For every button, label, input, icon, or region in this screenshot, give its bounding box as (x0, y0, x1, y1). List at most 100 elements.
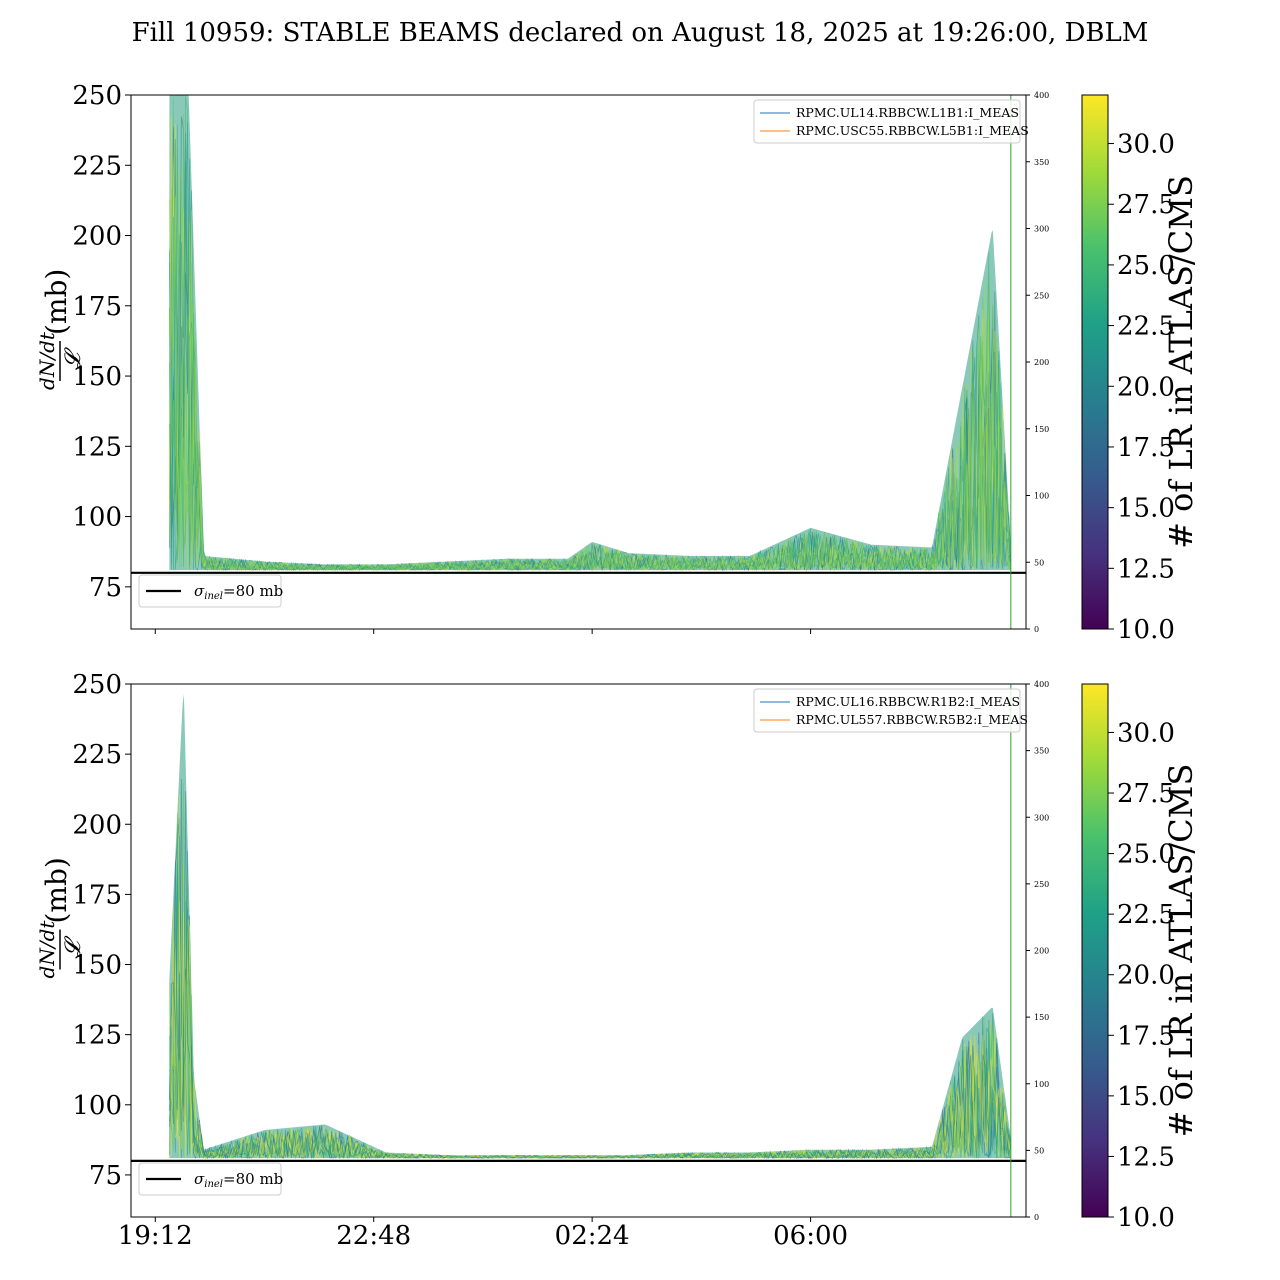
data-trace (169, 98, 1012, 572)
right-ytick-label: 0 (1034, 1213, 1039, 1222)
ytick-label: 200 (72, 810, 122, 840)
ytick-label: 150 (72, 951, 122, 981)
ytick-label: 175 (72, 292, 122, 322)
data-trace (169, 783, 1012, 1160)
colorbar-tick-label: 20.0 (1117, 961, 1175, 991)
data-trace (169, 122, 1012, 572)
data-envelope (169, 694, 1011, 1159)
xtick-label: 22:48 (336, 1221, 411, 1251)
colorbar-tick-label: 10.0 (1117, 1203, 1175, 1233)
data-trace (169, 901, 1012, 1160)
ytick-label: 75 (89, 573, 122, 603)
data-trace (169, 222, 1012, 572)
data-trace (169, 817, 1011, 1159)
colorbar-tick-label: 25.0 (1117, 840, 1175, 870)
ytick-label: 250 (72, 670, 122, 700)
figure-title: Fill 10959: STABLE BEAMS declared on Aug… (131, 18, 1149, 48)
colorbar-tick-label: 10.0 (1117, 615, 1175, 645)
colorbar-tick-label: 17.5 (1117, 1021, 1175, 1051)
data-trace (169, 862, 1012, 1160)
right-ytick-label: 200 (1034, 947, 1049, 956)
data-trace (169, 851, 1012, 1160)
sigma-legend-box (138, 1162, 282, 1196)
sigma-legend-label: σinel=80 mb (194, 582, 283, 602)
ytick-label: 225 (72, 151, 122, 181)
data-trace (169, 344, 1012, 572)
colorbar-tick-label: 12.5 (1117, 554, 1175, 584)
plot-area (169, 95, 1012, 572)
ylabel-denominator: 𝓛 (61, 936, 86, 958)
data-trace (169, 158, 1012, 572)
right-ytick-label: 50 (1034, 558, 1044, 567)
data-trace (169, 116, 1012, 572)
colorbar-tick-label: 20.0 (1117, 372, 1175, 402)
colorbar-tick-label: 25.0 (1117, 251, 1175, 281)
colorbar-tick-label: 27.5 (1117, 779, 1175, 809)
ylabel: dN/dt 𝓛 (mb) (35, 269, 86, 390)
xtick-label: 06:00 (773, 1221, 848, 1251)
right-ytick-label: 0 (1034, 625, 1039, 634)
data-envelope (169, 95, 1011, 570)
ytick-label: 125 (72, 1021, 122, 1051)
colorbar-tick-label: 30.0 (1117, 718, 1175, 748)
xtick-label: 19:12 (118, 1221, 193, 1251)
ytick-label: 100 (72, 503, 122, 533)
right-ytick-label: 300 (1034, 813, 1049, 822)
data-trace (169, 913, 1012, 1160)
colorbar-bottom: 10.0 12.5 15.0 17.5 20.0 22.5 25.0 27.5 30.0 # of… (1081, 683, 1200, 1233)
colorbar-tick-label: 15.0 (1117, 494, 1175, 524)
colorbar-tick-label: 30.0 (1117, 130, 1175, 160)
right-ytick-label: 200 (1034, 358, 1049, 367)
colorbar-tick-label: 22.5 (1117, 312, 1175, 342)
legend-box (753, 688, 1021, 733)
ytick-label: 100 (72, 1091, 122, 1121)
ylabel-unit: (mb) (40, 857, 73, 923)
colorbar-gradient (1081, 683, 1109, 1218)
right-ytick-label: 350 (1034, 747, 1049, 756)
right-ytick-label: 100 (1034, 1080, 1049, 1089)
legend-entry: RPMC.UL557.RBBCW.R5B2:I_MEAS (796, 712, 1028, 727)
right-ytick-label: 250 (1034, 880, 1049, 889)
colorbar-top: 10.0 12.5 15.0 17.5 20.0 22.5 25.0 27.5 30.0 # of… (1081, 94, 1200, 645)
right-ytick-label: 100 (1034, 492, 1049, 501)
ytick-label: 75 (89, 1161, 122, 1191)
sigma-legend-box (138, 574, 282, 608)
legend-entry: RPMC.USC55.RBBCW.L5B1:I_MEAS (796, 123, 1029, 138)
data-trace (169, 835, 1011, 1159)
data-trace (169, 813, 1012, 1160)
data-trace (169, 908, 1012, 1160)
data-trace (169, 133, 1012, 572)
colorbar-tick-label: 22.5 (1117, 900, 1175, 930)
sigma-legend-label: σinel=80 mb (194, 1170, 283, 1190)
ylabel: dN/dt 𝓛 (mb) (35, 857, 86, 978)
right-ytick-label: 400 (1034, 680, 1049, 689)
data-trace (169, 117, 1012, 572)
ylabel-numerator: dN/dt (35, 920, 59, 979)
panel-bottom: 75 100 125 150 175 200 225 250 0 50 100 150 200 250 30… (35, 670, 1049, 1251)
right-ytick-label: 350 (1034, 158, 1049, 167)
panel-top: 75 100 125 150 175 200 225 250 0 50 100 150 200 250 30… (35, 81, 1049, 634)
colorbar-tick-label: 15.0 (1117, 1082, 1175, 1112)
right-ytick-label: 50 (1034, 1146, 1044, 1155)
colorbar-label: # of LR in ATLAS/CMS (1162, 175, 1200, 549)
legend-entry: RPMC.UL14.RBBCW.L1B1:I_MEAS (796, 105, 1019, 120)
right-ytick-label: 250 (1034, 291, 1049, 300)
data-trace (169, 154, 1011, 572)
data-trace (169, 148, 1012, 572)
data-trace (169, 823, 1012, 1160)
ytick-label: 150 (72, 362, 122, 392)
ytick-label: 175 (72, 880, 122, 910)
data-trace (169, 861, 1012, 1160)
ytick-label: 125 (72, 432, 122, 462)
data-trace (169, 779, 1012, 1160)
colorbar-tick-label: 27.5 (1117, 190, 1175, 220)
right-ytick-label: 400 (1034, 91, 1049, 100)
ytick-label: 225 (72, 740, 122, 770)
colorbar-label: # of LR in ATLAS/CMS (1162, 764, 1200, 1138)
ytick-label: 200 (72, 222, 122, 252)
data-trace (169, 794, 1012, 1160)
data-trace (169, 113, 1012, 572)
right-ytick-label: 300 (1034, 225, 1049, 234)
colorbar-tick-label: 12.5 (1117, 1142, 1175, 1172)
plot-area (169, 694, 1012, 1160)
